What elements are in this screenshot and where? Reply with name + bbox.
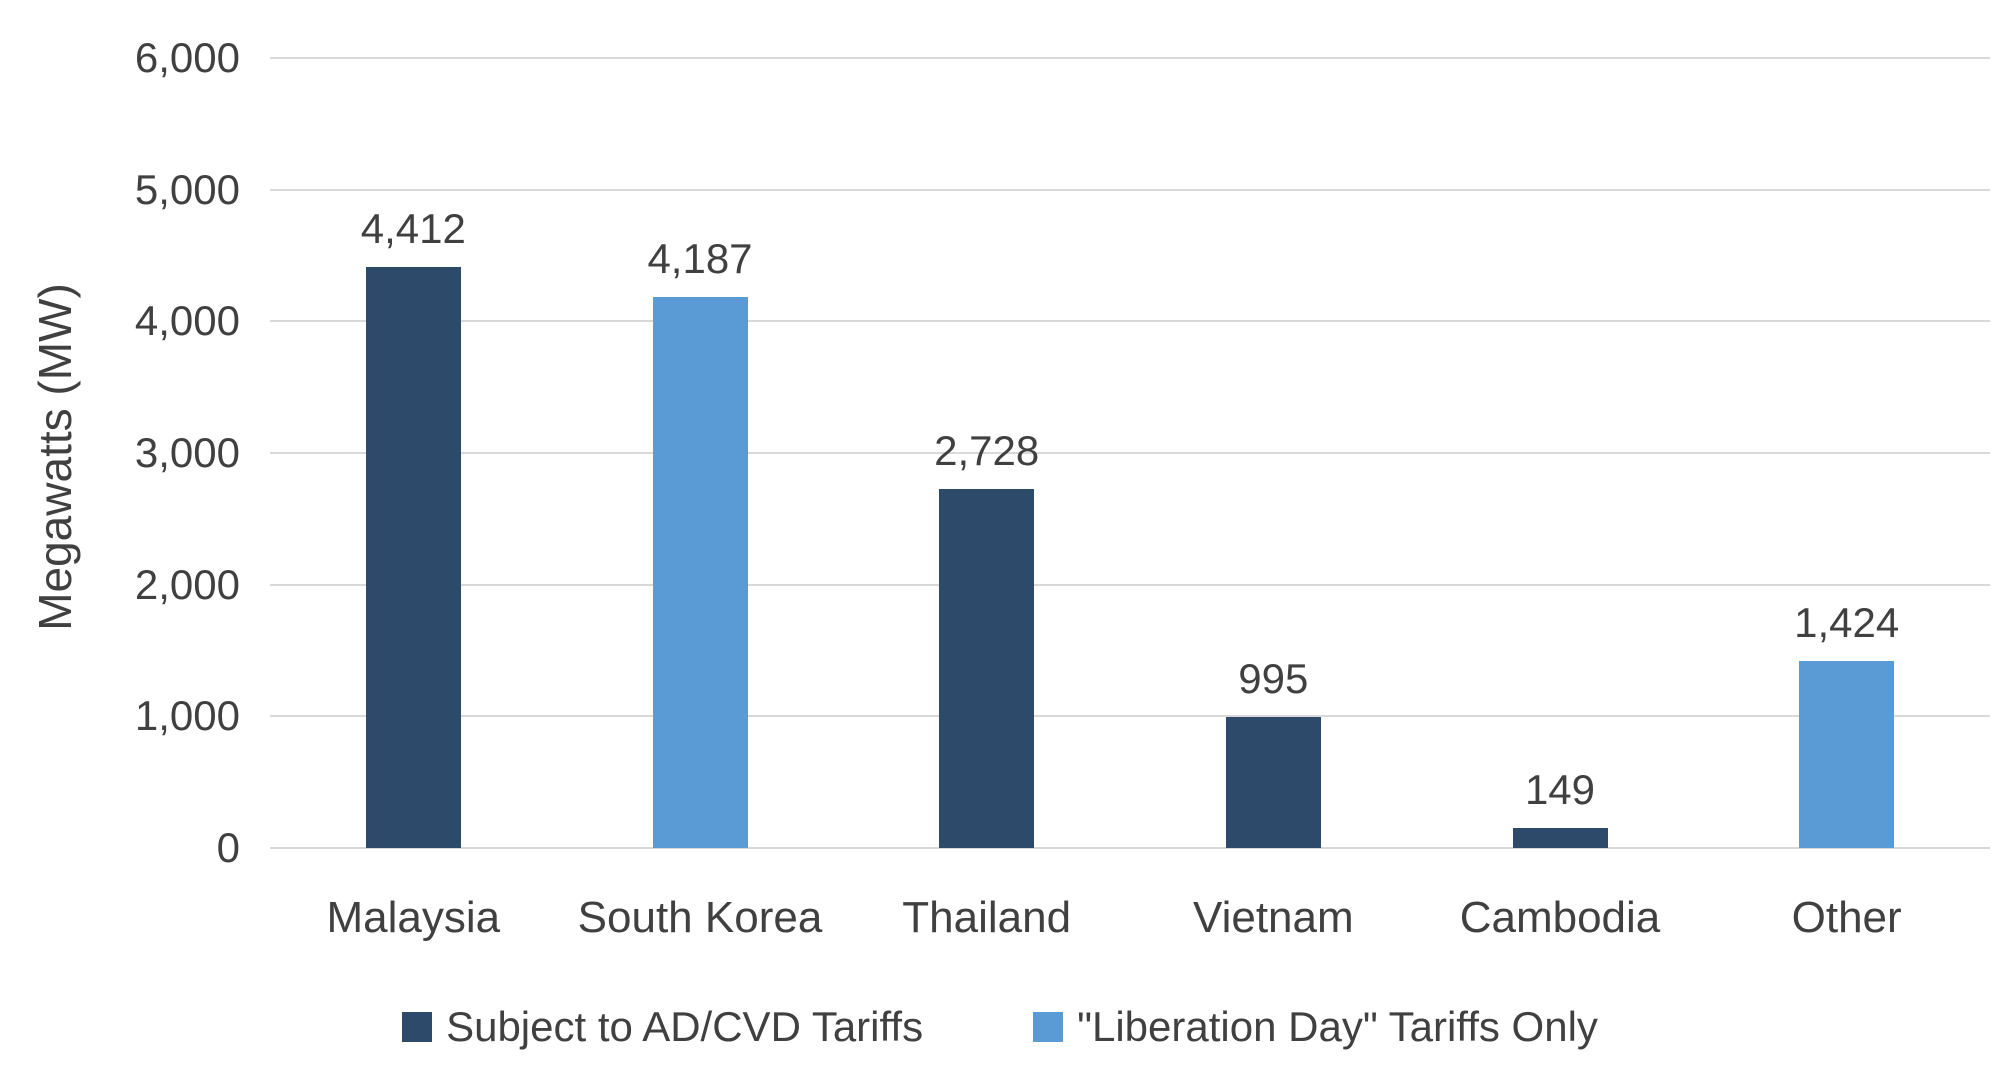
x-category-label-vietnam: Vietnam [1193,893,1354,942]
y-tick-label: 1,000 [134,692,240,740]
legend-label: Subject to AD/CVD Tariffs [446,1003,924,1050]
y-tick-label: 4,000 [134,297,240,345]
gridline [270,188,1990,191]
legend-swatch [402,1012,433,1042]
bar-malaysia [365,267,461,848]
gridline [270,847,1990,849]
legend-entry: "Liberation Day" Tariffs Only [1033,1002,1598,1052]
x-category-label-cambodia: Cambodia [1459,893,1661,942]
bar-thailand [939,488,1035,848]
gridline [270,320,1990,323]
bar-vietnam [1225,716,1321,848]
legend-swatch [1033,1012,1064,1042]
gridline [270,715,1990,718]
data-label-other: 1,424 [1794,598,1900,646]
gridline [270,583,1990,586]
x-category-label-south-korea: South Korea [577,893,823,942]
data-label-malaysia: 4,412 [360,205,466,253]
y-tick-label: 2,000 [134,560,240,608]
gridline [270,57,1990,59]
legend-entry: Subject to AD/CVD Tariffs [402,1002,923,1052]
data-label-south-korea: 4,187 [647,234,753,282]
legend-label: "Liberation Day" Tariffs Only [1077,1003,1598,1050]
data-label-cambodia: 149 [1524,766,1596,814]
bar-south-korea [652,296,748,848]
bar-cambodia [1512,828,1608,848]
bar-other [1799,660,1895,848]
x-category-label-malaysia: Malaysia [326,893,501,942]
gridline [270,452,1990,454]
legend: Subject to AD/CVD Tariffs "Liberation Day… [0,1002,2000,1052]
x-category-label-other: Other [1791,893,1902,942]
y-tick-label: 3,000 [134,429,240,476]
data-label-vietnam: 995 [1238,654,1309,702]
y-tick-label: 5,000 [134,165,240,213]
data-label-thailand: 2,728 [934,426,1040,474]
x-category-label-thailand: Thailand [902,893,1072,942]
y-tick-label: 0 [216,824,240,871]
y-tick-label: 6,000 [134,34,240,81]
